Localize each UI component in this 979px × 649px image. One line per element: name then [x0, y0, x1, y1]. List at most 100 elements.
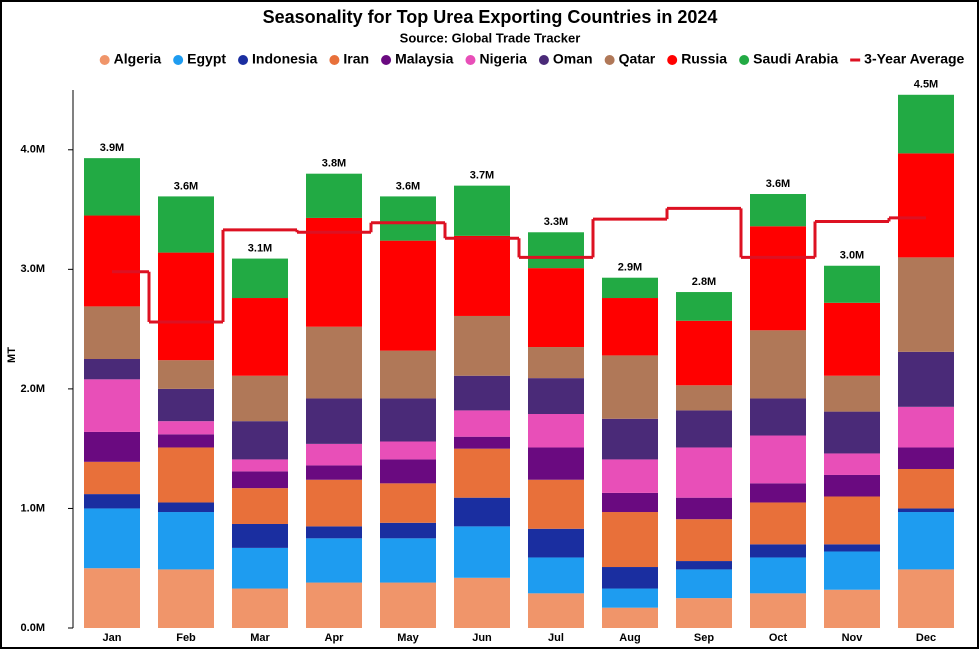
- bar-segment: [380, 196, 436, 241]
- bar-segment: [750, 398, 806, 436]
- bar-segment: [528, 378, 584, 414]
- bar-segment: [750, 557, 806, 594]
- bar-segment: [824, 589, 880, 628]
- bar-segment: [528, 593, 584, 628]
- y-axis-label: MT: [6, 347, 18, 363]
- bar-segment: [232, 488, 288, 524]
- bar-segment: [454, 526, 510, 578]
- bar-segment: [158, 502, 214, 513]
- bar-segment: [306, 173, 362, 218]
- y-tick-label: 4.0M: [21, 144, 45, 156]
- bar-segment: [602, 459, 658, 493]
- bar-segment: [306, 479, 362, 527]
- bar-segment: [602, 567, 658, 589]
- y-tick-label: 2.0M: [21, 383, 45, 395]
- bar-segment: [380, 483, 436, 523]
- bar-segment: [602, 512, 658, 568]
- bar-segment: [158, 196, 214, 253]
- x-tick-label: May: [397, 632, 419, 644]
- bar-segment: [824, 496, 880, 545]
- bar-segment: [676, 561, 732, 570]
- legend-marker: [465, 55, 476, 65]
- bar-segment: [380, 398, 436, 442]
- bar-segment: [676, 519, 732, 562]
- legend-label: Algeria: [114, 51, 162, 67]
- bar-segment: [824, 411, 880, 454]
- bar-segment: [380, 522, 436, 539]
- bar-segment: [602, 588, 658, 608]
- legend-marker: [538, 55, 549, 65]
- bar-segment: [676, 320, 732, 386]
- x-tick-label: Mar: [250, 632, 270, 644]
- bar-segment: [232, 298, 288, 376]
- total-label: 2.8M: [692, 276, 716, 288]
- bar-segment: [84, 158, 140, 216]
- bar-segment: [380, 441, 436, 460]
- bar-segment: [306, 217, 362, 327]
- bar-segment: [454, 185, 510, 236]
- bar-segment: [528, 557, 584, 594]
- legend-label: Iran: [343, 51, 369, 67]
- bar-segment: [84, 431, 140, 462]
- bar-segment: [158, 512, 214, 570]
- bar-segment: [380, 538, 436, 583]
- x-tick-label: Oct: [769, 632, 788, 644]
- bar-segment: [528, 479, 584, 529]
- bar-segment: [898, 468, 954, 509]
- bar-segment: [602, 277, 658, 299]
- bar-segment: [158, 388, 214, 422]
- bar-segment: [454, 448, 510, 498]
- bar-segment: [528, 413, 584, 448]
- bar-segment: [750, 435, 806, 484]
- bar-segment: [306, 465, 362, 480]
- bar-segment: [232, 459, 288, 472]
- bar-segment: [232, 588, 288, 628]
- bar-segment: [306, 398, 362, 444]
- bar-segment: [158, 252, 214, 361]
- legend-marker: [238, 55, 249, 65]
- bar-segment: [898, 512, 954, 570]
- bar-segment: [306, 538, 362, 583]
- y-tick-label: 0.0M: [21, 622, 45, 634]
- bar-segment: [602, 607, 658, 628]
- bar-segment: [380, 350, 436, 399]
- bar-segment: [454, 497, 510, 527]
- total-label: 3.9M: [100, 142, 124, 154]
- legend-marker: [739, 55, 750, 65]
- x-tick-label: Jul: [548, 632, 564, 644]
- x-tick-label: Aug: [619, 632, 640, 644]
- y-tick-label: 1.0M: [21, 502, 45, 514]
- legend-marker: [329, 55, 340, 65]
- bar-segment: [676, 598, 732, 628]
- bar-segment: [898, 257, 954, 352]
- bar-segment: [602, 418, 658, 460]
- x-tick-label: Dec: [916, 632, 936, 644]
- total-label: 3.8M: [322, 158, 346, 170]
- bar-segment: [676, 385, 732, 411]
- bar-segment: [898, 569, 954, 628]
- total-label: 3.6M: [174, 180, 198, 192]
- bar-segment: [602, 492, 658, 513]
- legend-label: Russia: [681, 51, 727, 67]
- bar-segment: [824, 302, 880, 376]
- bar-segment: [454, 436, 510, 449]
- bar-segment: [750, 502, 806, 545]
- bar-segment: [84, 494, 140, 509]
- bar-segment: [750, 544, 806, 558]
- x-tick-label: Feb: [176, 632, 196, 644]
- bar-segment: [84, 359, 140, 380]
- legend-label: Qatar: [619, 51, 656, 67]
- bar-segment: [824, 551, 880, 590]
- bar-segment: [306, 326, 362, 399]
- bar-segment: [750, 226, 806, 331]
- bar-segment: [380, 582, 436, 628]
- bar-segment: [602, 298, 658, 356]
- bar-segment: [232, 471, 288, 489]
- bar-segment: [676, 569, 732, 599]
- x-tick-label: Sep: [694, 632, 714, 644]
- bar-segment: [824, 474, 880, 497]
- bar-segment: [528, 447, 584, 480]
- bar-segment: [232, 421, 288, 460]
